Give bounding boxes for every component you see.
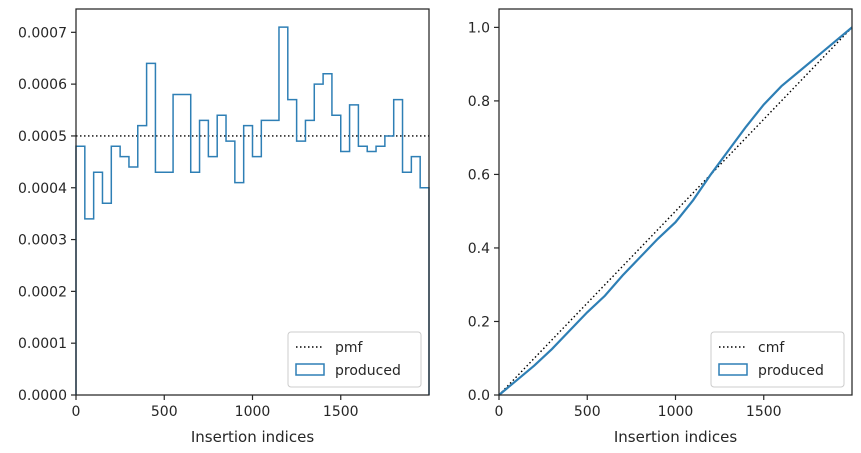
cmf-y-tick-label: 0.4 bbox=[468, 241, 490, 257]
pmf-y-tick-label: 0.0000 bbox=[18, 388, 67, 404]
cmf-x-tick-label: 1000 bbox=[658, 404, 694, 420]
cmf-chart-panel: 0.0 0.2 0.4 0.6 0.8 1.0 0 500 1000 1500 Insertio… bbox=[468, 8, 853, 446]
cmf-legend-patch-swatch bbox=[718, 363, 748, 376]
pmf-y-tick-label: 0.0002 bbox=[18, 284, 67, 300]
cmf-legend-produced-label: produced bbox=[758, 363, 824, 379]
cmf-y-tick-label: 0.0 bbox=[468, 388, 490, 404]
pmf-produced-histogram bbox=[75, 26, 430, 395]
pmf-y-tick-label: 0.0004 bbox=[18, 181, 67, 197]
pmf-y-axis: 0.0000 0.0001 0.0002 0.0003 0.0004 0.0005 0.00… bbox=[18, 25, 76, 404]
pmf-x-axis: 0 500 1000 1500 bbox=[72, 395, 359, 420]
pmf-chart-panel: 0.0000 0.0001 0.0002 0.0003 0.0004 0.0005 0.00… bbox=[18, 8, 430, 446]
cmf-plot-border bbox=[498, 8, 853, 396]
pmf-legend-box bbox=[287, 331, 422, 388]
cmf-x-axis-label: Insertion indices bbox=[614, 428, 737, 446]
pmf-y-tick-label: 0.0005 bbox=[18, 129, 67, 145]
cmf-y-tick-label: 0.2 bbox=[468, 314, 490, 330]
pmf-legend-patch-swatch bbox=[295, 363, 325, 376]
cmf-y-tick-label: 0.8 bbox=[468, 94, 490, 110]
pmf-y-tick-label: 0.0006 bbox=[18, 77, 67, 93]
pmf-x-tick-label: 0 bbox=[72, 404, 81, 420]
cmf-produced-line bbox=[498, 26, 853, 396]
pmf-legend-produced-label: produced bbox=[335, 363, 401, 379]
cmf-x-tick-label: 500 bbox=[574, 404, 601, 420]
cmf-x-axis: 0 500 1000 1500 bbox=[495, 395, 782, 420]
cmf-legend-box bbox=[710, 331, 845, 388]
cmf-y-axis: 0.0 0.2 0.4 0.6 0.8 1.0 bbox=[468, 20, 499, 404]
pmf-plot-area bbox=[76, 9, 429, 395]
pmf-y-tick-label: 0.0007 bbox=[18, 25, 67, 41]
pmf-legend: pmf produced bbox=[287, 331, 422, 388]
cmf-y-tick-label: 0.6 bbox=[468, 167, 490, 183]
cmf-legend: cmf produced bbox=[710, 331, 845, 388]
cmf-legend-label: cmf bbox=[758, 340, 785, 356]
cmf-x-tick-label: 1500 bbox=[746, 404, 782, 420]
cmf-reference-line bbox=[498, 26, 853, 396]
pmf-y-tick-label: 0.0001 bbox=[18, 336, 67, 352]
pmf-plot-border bbox=[75, 8, 430, 396]
pmf-legend-label: pmf bbox=[335, 340, 364, 356]
pmf-x-tick-label: 500 bbox=[151, 404, 178, 420]
pmf-x-tick-label: 1500 bbox=[323, 404, 359, 420]
cmf-plot-area bbox=[499, 9, 852, 395]
pmf-x-tick-label: 1000 bbox=[235, 404, 271, 420]
cmf-x-tick-label: 0 bbox=[495, 404, 504, 420]
pmf-x-axis-label: Insertion indices bbox=[191, 428, 314, 446]
cmf-y-tick-label: 1.0 bbox=[468, 20, 490, 36]
pmf-y-tick-label: 0.0003 bbox=[18, 233, 67, 249]
